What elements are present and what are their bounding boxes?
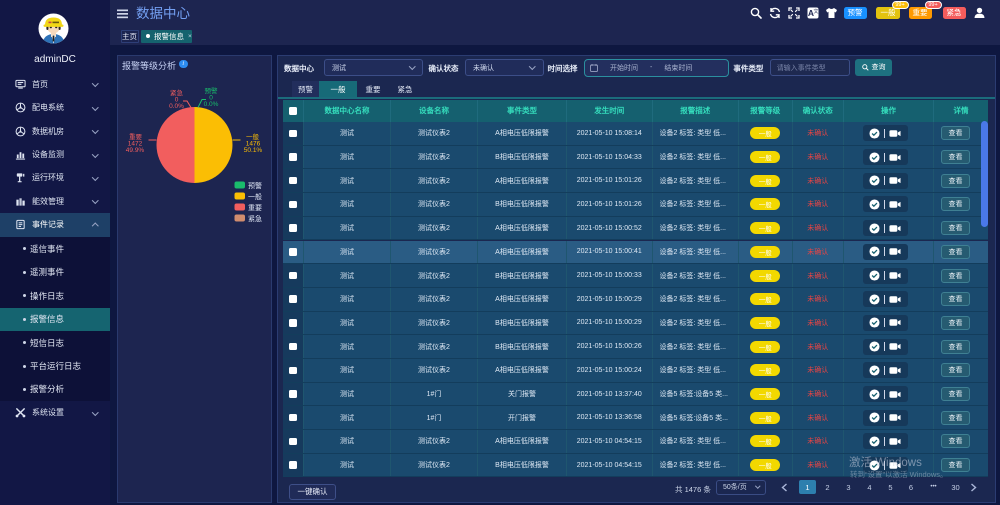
svg-text:A: A — [808, 8, 814, 18]
svg-text:0: 0 — [175, 97, 179, 104]
svg-text:0.0%: 0.0% — [169, 103, 184, 110]
svg-text:50.1%: 50.1% — [244, 147, 263, 154]
svg-text:预警: 预警 — [205, 86, 219, 95]
svg-text:0.0%: 0.0% — [204, 101, 219, 108]
svg-text:一般: 一般 — [246, 132, 260, 141]
svg-text:一般: 一般 — [248, 192, 262, 201]
svg-text:重要: 重要 — [248, 204, 262, 212]
svg-text:重要: 重要 — [129, 133, 143, 141]
svg-text:1472: 1472 — [128, 141, 143, 148]
svg-text:预警: 预警 — [248, 181, 262, 190]
svg-text:紧急: 紧急 — [170, 88, 184, 97]
svg-text:49.9%: 49.9% — [126, 147, 145, 154]
svg-text:1476: 1476 — [246, 141, 261, 148]
svg-text:文: 文 — [813, 8, 818, 15]
svg-text:紧急: 紧急 — [248, 214, 262, 223]
svg-text:0: 0 — [209, 95, 213, 102]
